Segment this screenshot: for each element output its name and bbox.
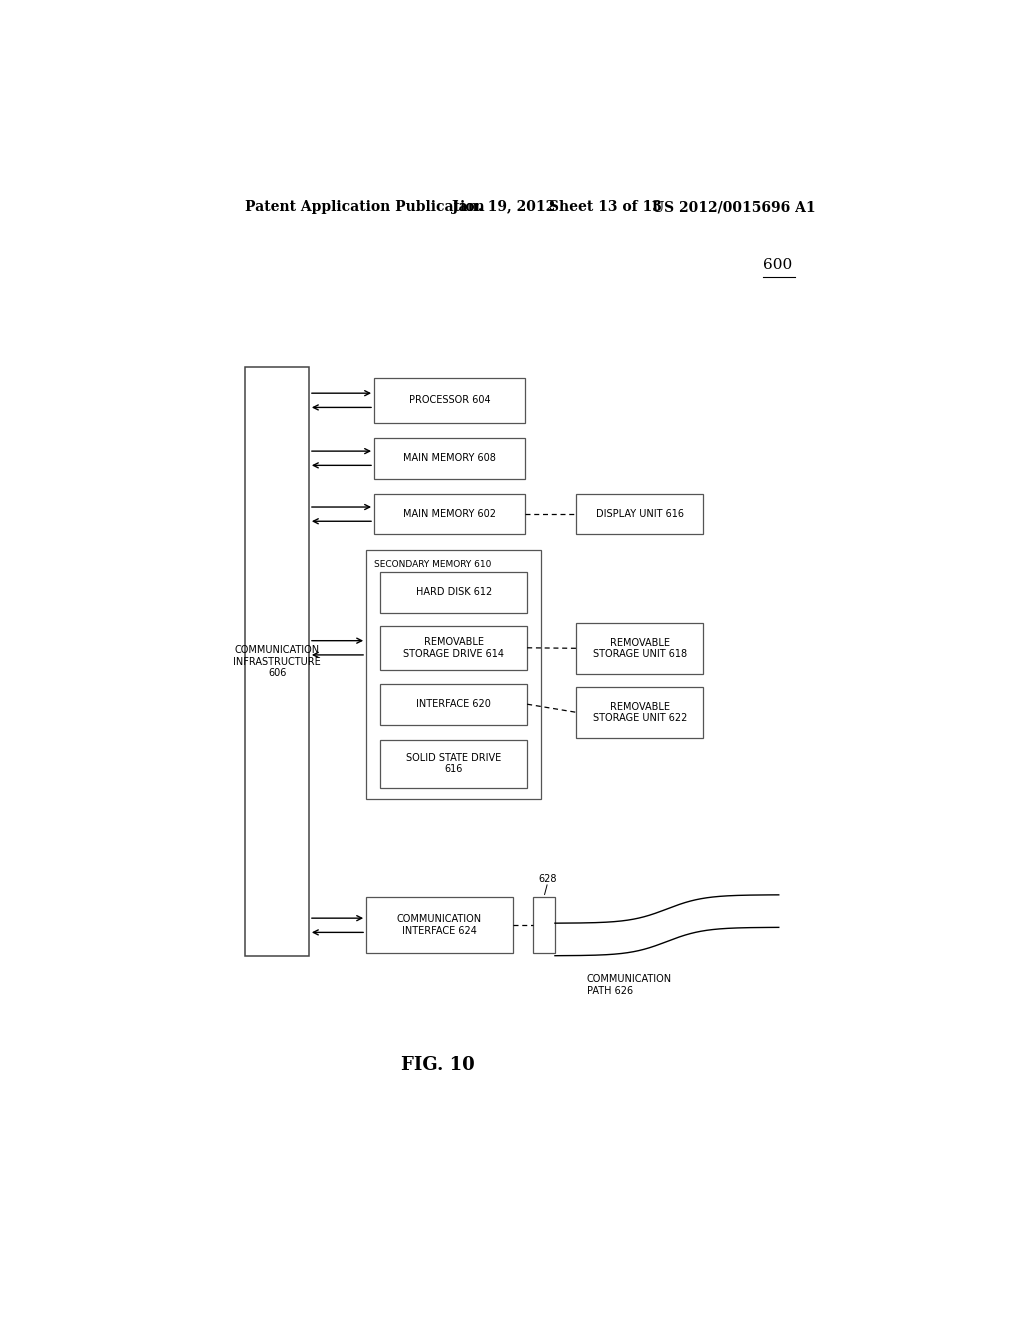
Text: COMMUNICATION
PATH 626: COMMUNICATION PATH 626 bbox=[587, 974, 672, 995]
Text: 628: 628 bbox=[539, 874, 557, 884]
Text: MAIN MEMORY 602: MAIN MEMORY 602 bbox=[402, 510, 496, 519]
Bar bbox=[380, 626, 527, 669]
Bar bbox=[246, 367, 309, 956]
Text: COMMUNICATION
INFRASTRUCTURE
606: COMMUNICATION INFRASTRUCTURE 606 bbox=[233, 645, 322, 678]
Bar bbox=[577, 686, 703, 738]
Bar bbox=[374, 494, 524, 535]
Text: PROCESSOR 604: PROCESSOR 604 bbox=[409, 395, 490, 405]
Bar bbox=[380, 739, 527, 788]
Text: Patent Application Publication: Patent Application Publication bbox=[246, 201, 485, 214]
Text: SOLID STATE DRIVE
616: SOLID STATE DRIVE 616 bbox=[407, 752, 502, 775]
Text: REMOVABLE
STORAGE UNIT 622: REMOVABLE STORAGE UNIT 622 bbox=[593, 701, 687, 723]
Text: REMOVABLE
STORAGE UNIT 618: REMOVABLE STORAGE UNIT 618 bbox=[593, 638, 687, 659]
Bar bbox=[532, 898, 555, 953]
Text: Jan. 19, 2012: Jan. 19, 2012 bbox=[452, 201, 555, 214]
Bar bbox=[380, 572, 527, 612]
Bar bbox=[380, 684, 527, 725]
Text: COMMUNICATION
INTERFACE 624: COMMUNICATION INTERFACE 624 bbox=[397, 915, 482, 936]
Text: HARD DISK 612: HARD DISK 612 bbox=[416, 587, 492, 598]
Bar bbox=[577, 494, 703, 535]
Text: REMOVABLE
STORAGE DRIVE 614: REMOVABLE STORAGE DRIVE 614 bbox=[403, 638, 504, 659]
Bar bbox=[374, 438, 524, 479]
Text: SECONDARY MEMORY 610: SECONDARY MEMORY 610 bbox=[374, 560, 492, 569]
Text: DISPLAY UNIT 616: DISPLAY UNIT 616 bbox=[596, 510, 684, 519]
Bar bbox=[577, 623, 703, 673]
Bar bbox=[367, 898, 513, 953]
Bar bbox=[374, 378, 524, 422]
Text: INTERFACE 620: INTERFACE 620 bbox=[417, 700, 492, 709]
Text: Sheet 13 of 13: Sheet 13 of 13 bbox=[549, 201, 662, 214]
Text: FIG. 10: FIG. 10 bbox=[400, 1056, 474, 1074]
Bar bbox=[367, 549, 541, 799]
Text: MAIN MEMORY 608: MAIN MEMORY 608 bbox=[403, 453, 496, 463]
Text: US 2012/0015696 A1: US 2012/0015696 A1 bbox=[652, 201, 815, 214]
Text: 600: 600 bbox=[763, 259, 793, 272]
